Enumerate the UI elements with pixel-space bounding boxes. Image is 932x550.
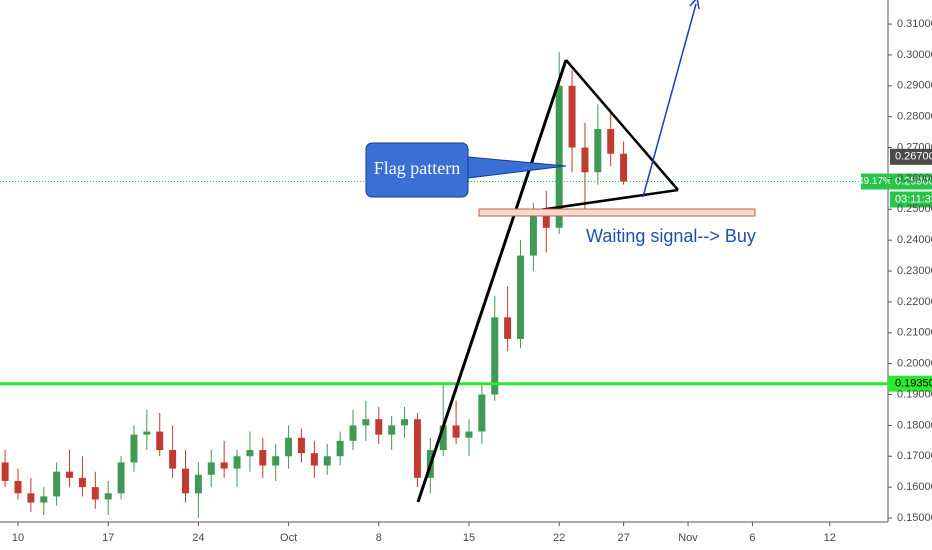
candle-body: [117, 462, 125, 494]
candle-body: [91, 487, 99, 500]
flag-upper: [565, 59, 679, 191]
candle-body: [336, 440, 344, 457]
arrow-head: [689, 0, 700, 10]
candle-body: [310, 453, 318, 466]
x-tick-label: Nov: [678, 532, 698, 544]
annotation-text: Waiting signal--> Buy: [586, 226, 756, 246]
candle-body: [452, 425, 460, 438]
candle-body: [130, 434, 138, 463]
change-box: [861, 173, 890, 190]
x-tick-label: 10: [12, 532, 24, 544]
candle-body: [66, 471, 74, 478]
trend-line: [416, 59, 568, 503]
candle-body: [555, 85, 563, 228]
candle-body: [1, 462, 9, 481]
candle-body: [259, 450, 267, 466]
candle-body: [491, 317, 499, 395]
marker-box: [890, 148, 932, 165]
candle-body: [478, 394, 486, 432]
candle-body: [233, 456, 241, 469]
candle-body: [388, 425, 396, 435]
y-tick-label: 0.31000: [897, 18, 932, 30]
support-label: 0.19350: [895, 378, 932, 390]
candle-body: [504, 317, 512, 339]
candle-body: [607, 129, 615, 154]
candle-body: [272, 456, 280, 466]
x-tick-label: 22: [553, 532, 565, 544]
x-tick-label: 6: [749, 532, 755, 544]
marks: [0, 51, 888, 518]
x-tick-label: 27: [617, 532, 629, 544]
candle-body: [465, 431, 473, 438]
candle-body: [53, 471, 61, 497]
candle-body: [323, 456, 331, 466]
candle-body: [413, 419, 421, 478]
arrow: [642, 3, 697, 198]
candle-body: [246, 450, 254, 457]
x-tick-label: 8: [376, 532, 382, 544]
candle-body: [169, 450, 177, 469]
candle-body: [14, 480, 22, 494]
x-tick-label: Oct: [280, 532, 297, 544]
candle-body: [568, 85, 576, 148]
candle-body: [401, 419, 409, 426]
candle-body: [297, 437, 305, 454]
candle-body: [362, 419, 370, 426]
drawings: Flag pattern Waiting signal--> Buy: [365, 0, 756, 503]
candle-body: [439, 425, 447, 451]
x-tick-label: 17: [102, 532, 114, 544]
countdown-box: [890, 191, 932, 208]
candle-body: [143, 431, 151, 435]
x-tick-label: 24: [192, 532, 204, 544]
last-price-box: [890, 173, 932, 190]
countdown-label: 03:11:35: [895, 193, 932, 205]
callout-box: [365, 142, 469, 198]
x-tick-label: 12: [824, 532, 836, 544]
candle-body: [517, 255, 525, 339]
candle-body: [375, 419, 383, 435]
candle-body: [529, 215, 537, 256]
candle-body: [349, 425, 357, 441]
last-price-label: 0.25900: [895, 175, 932, 187]
marker-label: 0.26700: [895, 151, 932, 163]
candle-body: [285, 437, 293, 457]
candle-body: [156, 431, 164, 451]
x-tick-label: 15: [463, 532, 475, 544]
candle-body: [594, 129, 602, 173]
candle-body: [27, 493, 35, 503]
candle-body: [542, 215, 550, 228]
candle-body: [207, 462, 215, 475]
candle-body: [581, 147, 589, 173]
zone: [478, 208, 756, 217]
candle-body: [40, 496, 48, 503]
support-label-box: [888, 375, 932, 392]
callout-text: Flag pattern: [374, 158, 460, 178]
candle-body: [194, 474, 202, 494]
candle-body: [78, 477, 86, 488]
change-label: 49.17%: [858, 176, 892, 187]
candle-body: [220, 462, 228, 469]
candle-body: [104, 493, 112, 500]
price-labels: 0.19350 49.17%0.25900 03:11:35 0.26700: [858, 148, 932, 392]
candle-body: [182, 468, 190, 494]
candle-body: [620, 153, 628, 182]
